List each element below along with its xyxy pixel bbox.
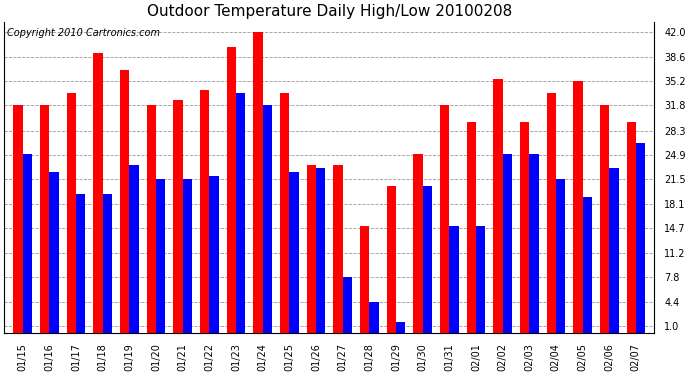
- Bar: [466, 122, 476, 333]
- Bar: [600, 105, 609, 333]
- Bar: [333, 165, 343, 333]
- Bar: [582, 197, 592, 333]
- Bar: [120, 70, 130, 333]
- Bar: [369, 302, 379, 333]
- Bar: [289, 172, 299, 333]
- Bar: [147, 105, 156, 333]
- Bar: [67, 93, 76, 333]
- Bar: [103, 194, 112, 333]
- Bar: [23, 154, 32, 333]
- Bar: [227, 47, 236, 333]
- Bar: [440, 105, 449, 333]
- Bar: [316, 168, 325, 333]
- Bar: [529, 154, 539, 333]
- Bar: [253, 33, 263, 333]
- Bar: [449, 226, 459, 333]
- Bar: [130, 165, 139, 333]
- Bar: [386, 186, 396, 333]
- Bar: [556, 179, 565, 333]
- Bar: [263, 105, 272, 333]
- Bar: [360, 226, 369, 333]
- Bar: [14, 105, 23, 333]
- Bar: [50, 172, 59, 333]
- Bar: [520, 122, 529, 333]
- Bar: [156, 179, 166, 333]
- Bar: [502, 154, 512, 333]
- Bar: [93, 53, 103, 333]
- Bar: [209, 176, 219, 333]
- Bar: [627, 122, 635, 333]
- Bar: [609, 168, 618, 333]
- Bar: [40, 105, 50, 333]
- Text: Copyright 2010 Cartronics.com: Copyright 2010 Cartronics.com: [8, 28, 160, 38]
- Bar: [396, 322, 405, 333]
- Bar: [173, 100, 183, 333]
- Bar: [635, 143, 645, 333]
- Bar: [183, 179, 192, 333]
- Bar: [306, 165, 316, 333]
- Bar: [422, 186, 432, 333]
- Bar: [413, 154, 422, 333]
- Bar: [546, 93, 556, 333]
- Bar: [236, 93, 246, 333]
- Bar: [476, 226, 485, 333]
- Bar: [280, 93, 289, 333]
- Bar: [200, 90, 209, 333]
- Title: Outdoor Temperature Daily High/Low 20100208: Outdoor Temperature Daily High/Low 20100…: [147, 4, 512, 19]
- Bar: [343, 277, 352, 333]
- Bar: [76, 194, 86, 333]
- Bar: [493, 79, 502, 333]
- Bar: [573, 81, 582, 333]
